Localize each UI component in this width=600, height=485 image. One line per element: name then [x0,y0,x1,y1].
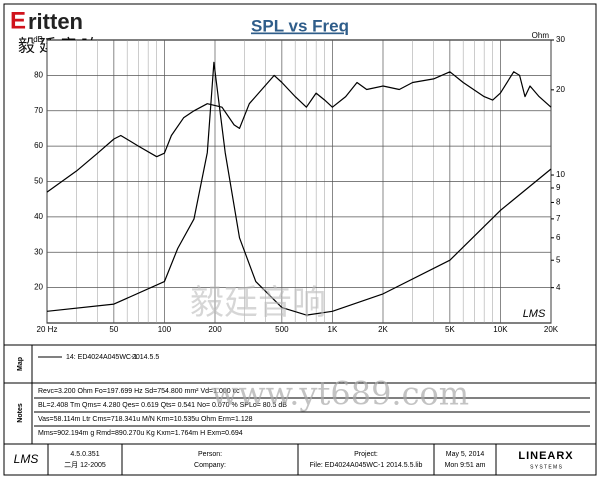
y2-tick-label: 20 [556,85,565,94]
watermark: 毅廷音响 [190,283,326,323]
x-tick-label: 100 [158,325,172,334]
map-legend: 14: ED4024A045WC-1 [66,354,137,361]
y-tick-label: 30 [34,247,43,256]
y2-tick-label: 4 [556,283,561,292]
y2-tick-label: 10 [556,170,565,179]
project: Project: [354,451,378,458]
watermark: www.yt689.com [211,375,469,413]
file: File: ED4024A045WC-1 2014.5.5.lib [310,462,423,469]
x-tick-label: 500 [275,325,289,334]
version: 4.5.0.351 [70,451,99,458]
lms-stamp: LMS [523,308,546,320]
note-line: Revc=3.200 Ohm Fo=197.699 Hz Sd=754.800 … [38,388,240,395]
logo-e: E [10,7,26,34]
y-axis-label: dB [33,35,43,44]
y2-tick-label: 9 [556,183,561,192]
date: May 5, 2014 [446,451,485,458]
x-tick-label: 10K [493,325,508,334]
chart-title: SPL vs Freq [251,16,349,35]
series-line [46,71,552,193]
y-tick-label: 80 [34,70,43,79]
notes-label: Notes [17,403,24,423]
map-date: 2014.5.5 [132,354,159,361]
y2-tick-label: 8 [556,198,561,207]
table-lines [4,344,596,475]
footer-logo: LMS [14,452,39,466]
x-tick-label: 1K [328,325,338,334]
y-tick-label: 70 [34,106,43,115]
x-tick-label: 2K [378,325,388,334]
logo: ritten [28,9,83,34]
y2-axis-label: Ohm [532,31,550,40]
x-tick-label: 5K [445,325,455,334]
note-line: BL=2.408 Tm Qms= 4.280 Qes= 0.619 Qts= 0… [38,402,287,409]
x-tick-label: 20 Hz [37,325,58,334]
person: Person: [198,451,222,458]
y2-tick-label: 6 [556,233,561,242]
y-tick-label: 20 [34,283,43,292]
brand-sub: S Y S T E M S [530,464,563,470]
y2-tick-label: 5 [556,255,561,264]
series-line [46,61,552,316]
time: Mon 9:51 am [445,462,486,469]
y-tick-label: 50 [34,177,43,186]
y-tick-label: 40 [34,212,43,221]
company: Company: [194,462,226,469]
x-tick-label: 50 [109,325,118,334]
x-tick-label: 20K [544,325,559,334]
y2-tick-label: 30 [556,35,565,44]
brand: LINEARX [518,450,573,462]
y-tick-label: 60 [34,141,43,150]
map-label: Map [17,357,24,371]
note-line: Vas=58.114m Ltr Cms=718.341u M/N Krm=10.… [38,416,253,423]
y2-tick-label: 7 [556,214,561,223]
note-line: Mms=902.194m g Rmd=890.270u Kg Kxm=1.764… [38,430,243,437]
x-tick-label: 200 [208,325,222,334]
build: 二月 12-2005 [64,461,106,469]
